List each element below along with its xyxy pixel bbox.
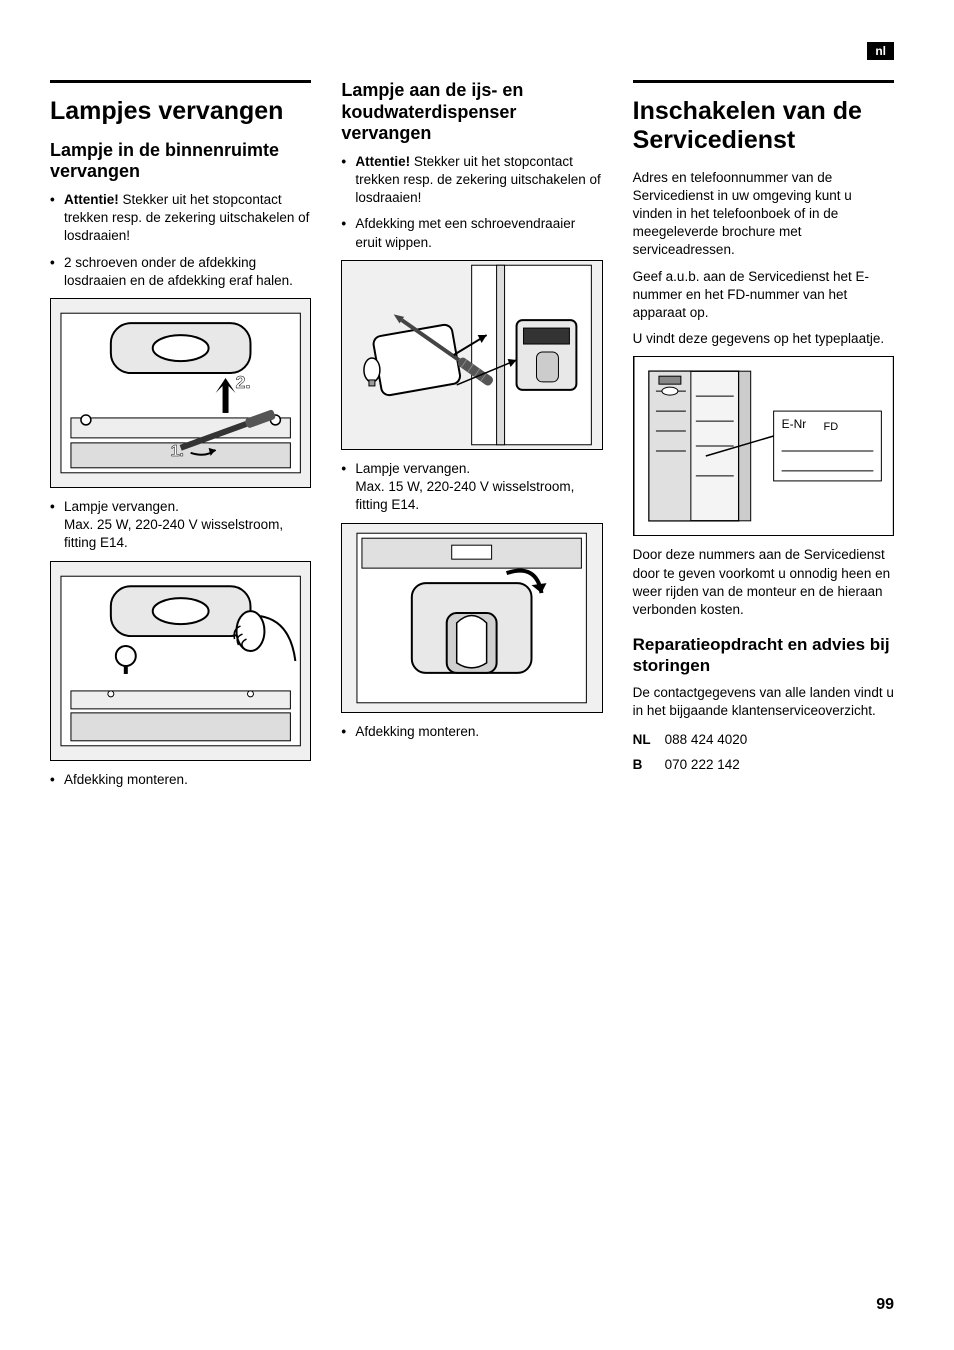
column-rule — [633, 80, 894, 83]
phone-row: B 070 222 142 — [633, 754, 894, 776]
body-text: Adres en telefoonnummer van de Servicedi… — [633, 169, 894, 260]
country-code: NL — [633, 729, 665, 751]
bold-label: Attentie! — [64, 192, 119, 207]
list-item: Afdekking monteren. — [50, 771, 311, 789]
list-item: 2 schroeven onder de afdekking losdraaie… — [50, 254, 311, 290]
interior-remove-illustration: 2. 1. — [51, 298, 310, 488]
list-text: Lampje vervangen. Max. 15 W, 220-240 V w… — [355, 461, 574, 512]
col3-subheading: Reparatieopdracht en advies bij storinge… — [633, 635, 894, 676]
svg-text:2.: 2. — [236, 372, 251, 392]
list-text: Afdekking monteren. — [355, 724, 479, 739]
col2-list-2: Lampje vervangen. Max. 15 W, 220-240 V w… — [341, 460, 602, 515]
list-item: Afdekking monteren. — [341, 723, 602, 741]
list-text: Afdekking monteren. — [64, 772, 188, 787]
language-badge: nl — [867, 42, 894, 60]
list-text: 2 schroeven onder de afdekking losdraaie… — [64, 255, 293, 288]
interior-replace-illustration — [51, 561, 310, 761]
list-item: Lampje vervangen. Max. 25 W, 220-240 V w… — [50, 498, 311, 553]
page-number: 99 — [876, 1296, 894, 1314]
dispenser-pry-illustration — [342, 260, 601, 450]
list-text: Lampje vervangen. Max. 25 W, 220-240 V w… — [64, 499, 283, 550]
col1-list-1: Attentie! Stekker uit het stopcontact tr… — [50, 191, 311, 290]
col1-heading: Lampjes vervangen — [50, 97, 311, 126]
phone-number: 088 424 4020 — [665, 729, 748, 751]
phone-number: 070 222 142 — [665, 754, 740, 776]
bold-label: Attentie! — [355, 154, 410, 169]
body-text: Door deze nummers aan de Servicedienst d… — [633, 546, 894, 619]
col3-heading: Inschakelen van de Servicedienst — [633, 97, 894, 155]
figure-interior-replace — [50, 561, 311, 761]
column-rule — [50, 80, 311, 83]
list-item: Afdekking met een schroevendraaier eruit… — [341, 215, 602, 251]
col1-list-2: Lampje vervangen. Max. 25 W, 220-240 V w… — [50, 498, 311, 553]
column-3: Inschakelen van de Servicedienst Adres e… — [633, 80, 894, 797]
figure-interior-remove: 2. 1. — [50, 298, 311, 488]
svg-text:1.: 1. — [171, 443, 184, 460]
body-text: U vindt deze gegevens op het typeplaatje… — [633, 330, 894, 348]
body-text: De contactgegevens van alle landen vindt… — [633, 684, 894, 720]
dispenser-bulb-illustration — [342, 523, 601, 713]
figure-typeplate: E-Nr FD — [633, 356, 894, 536]
svg-text:FD: FD — [823, 422, 838, 434]
list-text: Afdekking met een schroevendraaier eruit… — [355, 216, 575, 249]
typeplate-illustration: E-Nr FD — [634, 356, 893, 536]
col2-list-1: Attentie! Stekker uit het stopcontact tr… — [341, 153, 602, 252]
figure-dispenser-pry — [341, 260, 602, 450]
col2-heading: Lampje aan de ijs- en koudwaterdispenser… — [341, 80, 602, 145]
svg-text:E-Nr: E-Nr — [781, 418, 806, 432]
col1-list-3: Afdekking monteren. — [50, 771, 311, 789]
phone-list: NL 088 424 4020 B 070 222 142 — [633, 729, 894, 776]
col2-list-3: Afdekking monteren. — [341, 723, 602, 741]
country-code: B — [633, 754, 665, 776]
column-1: Lampjes vervangen Lampje in de binnenrui… — [50, 80, 311, 797]
content-columns: Lampjes vervangen Lampje in de binnenrui… — [50, 80, 894, 797]
list-item: Lampje vervangen. Max. 15 W, 220-240 V w… — [341, 460, 602, 515]
list-item: Attentie! Stekker uit het stopcontact tr… — [50, 191, 311, 246]
list-item: Attentie! Stekker uit het stopcontact tr… — [341, 153, 602, 208]
body-text: Geef a.u.b. aan de Servicedienst het E-n… — [633, 268, 894, 323]
col1-subheading: Lampje in de binnenruimte vervangen — [50, 140, 311, 183]
figure-dispenser-bulb — [341, 523, 602, 713]
column-2: Lampje aan de ijs- en koudwaterdispenser… — [341, 80, 602, 797]
phone-row: NL 088 424 4020 — [633, 729, 894, 751]
